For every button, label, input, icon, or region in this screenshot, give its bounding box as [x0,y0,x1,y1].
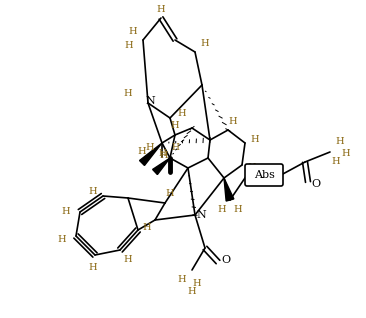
Text: H: H [342,149,350,158]
Text: H: H [171,143,179,153]
Polygon shape [139,143,162,165]
Text: H: H [178,108,186,117]
Text: H: H [143,224,151,232]
Polygon shape [224,178,234,201]
Text: H: H [171,121,179,130]
Text: H: H [146,143,154,153]
Text: O: O [311,179,321,189]
Text: H: H [129,27,137,37]
Text: H: H [89,186,97,196]
Text: H: H [332,157,340,167]
Text: H: H [160,150,168,160]
Text: H: H [178,275,186,285]
Text: H: H [166,189,174,197]
Text: H: H [188,287,196,296]
Text: N: N [145,96,155,106]
Text: H: H [234,205,242,215]
Text: H: H [89,262,97,272]
FancyBboxPatch shape [245,164,283,186]
Text: H: H [248,162,256,171]
Text: H: H [124,255,132,265]
Text: H: H [251,135,259,143]
Text: H: H [62,208,70,217]
Text: O: O [221,255,231,265]
Text: H: H [229,116,237,126]
Text: H: H [157,4,165,13]
Text: N: N [196,210,206,220]
Text: H: H [336,137,344,147]
Text: H: H [158,149,166,157]
Text: H: H [125,40,133,50]
Text: H: H [138,147,146,156]
Text: H: H [124,88,132,98]
Text: H: H [58,236,66,245]
Text: H: H [201,39,209,49]
Polygon shape [153,158,170,175]
Text: H: H [218,205,226,215]
Text: Abs: Abs [254,170,274,180]
Text: H: H [193,280,201,288]
